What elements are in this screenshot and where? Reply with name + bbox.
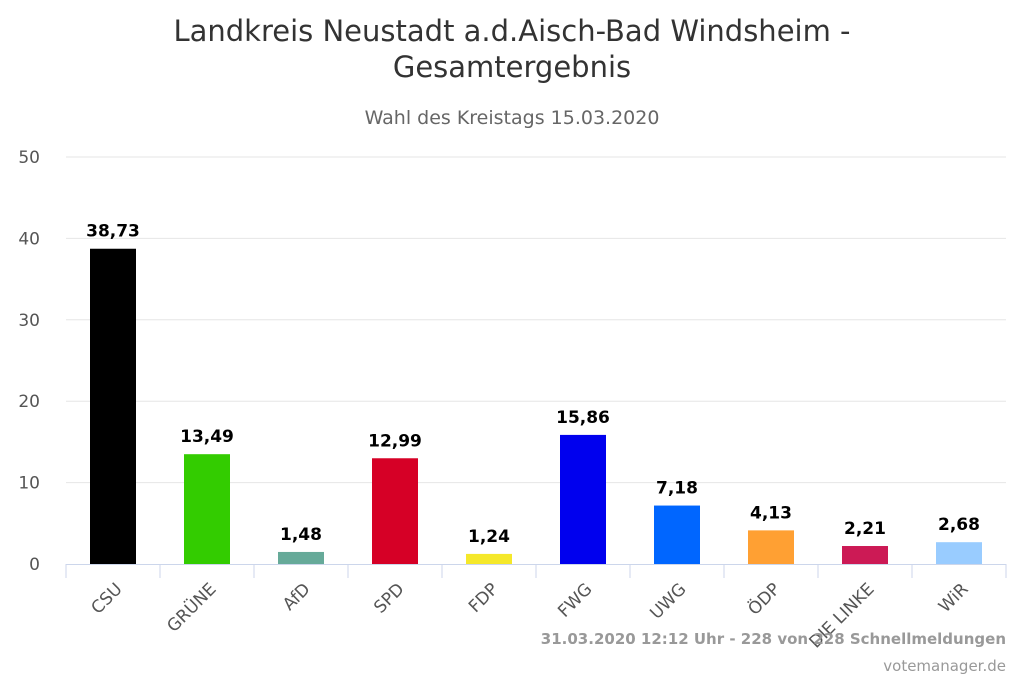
data-label: 38,73: [86, 222, 140, 242]
data-label: 2,68: [938, 515, 980, 535]
data-label: 1,48: [280, 525, 322, 545]
x-category-label: CSU: [88, 579, 127, 618]
bar-fwg[interactable]: [560, 434, 606, 564]
bar-fdp[interactable]: [466, 553, 512, 564]
bar-die-linke[interactable]: [842, 546, 888, 564]
y-tick-label: 50: [18, 148, 40, 168]
bar-uwg[interactable]: [654, 505, 700, 564]
data-label: 7,18: [656, 479, 698, 499]
data-label: 4,13: [750, 503, 792, 523]
x-category-label: UWG: [646, 579, 690, 623]
bar-wir[interactable]: [936, 542, 982, 564]
bar-ödp[interactable]: [748, 530, 794, 564]
y-tick-label: 40: [18, 229, 40, 249]
y-tick-label: 30: [18, 311, 40, 331]
bar-grüne[interactable]: [184, 454, 230, 564]
bar-afd[interactable]: [278, 551, 324, 564]
x-category-label: FWG: [554, 579, 596, 621]
chart-title-line-1: Landkreis Neustadt a.d.Aisch-Bad Windshe…: [173, 14, 850, 48]
chart-title-line-2: Gesamtergebnis: [393, 50, 631, 84]
data-label: 1,24: [468, 527, 510, 547]
data-label: 2,21: [844, 519, 886, 539]
y-tick-label: 0: [29, 555, 40, 575]
credits-timestamp: 31.03.2020 12:12 Uhr - 228 von 228 Schne…: [541, 630, 1006, 648]
y-tick-label: 20: [18, 392, 40, 412]
y-tick-label: 10: [18, 474, 40, 494]
x-category-label: AfD: [279, 579, 314, 614]
data-label: 15,86: [556, 408, 610, 428]
chart-subtitle: Wahl des Kreistags 15.03.2020: [365, 107, 660, 129]
data-label: 13,49: [180, 427, 234, 447]
x-category-label: SPD: [370, 579, 408, 617]
credits-source[interactable]: votemanager.de: [883, 657, 1006, 675]
x-category-label: GRÜNE: [162, 578, 221, 637]
bar-spd[interactable]: [372, 458, 418, 564]
x-category-label: FDP: [465, 579, 503, 617]
data-label: 12,99: [368, 431, 422, 451]
bar-csu[interactable]: [90, 248, 136, 564]
x-category-label: ÖDP: [743, 578, 785, 620]
x-category-label: WiR: [935, 579, 973, 617]
